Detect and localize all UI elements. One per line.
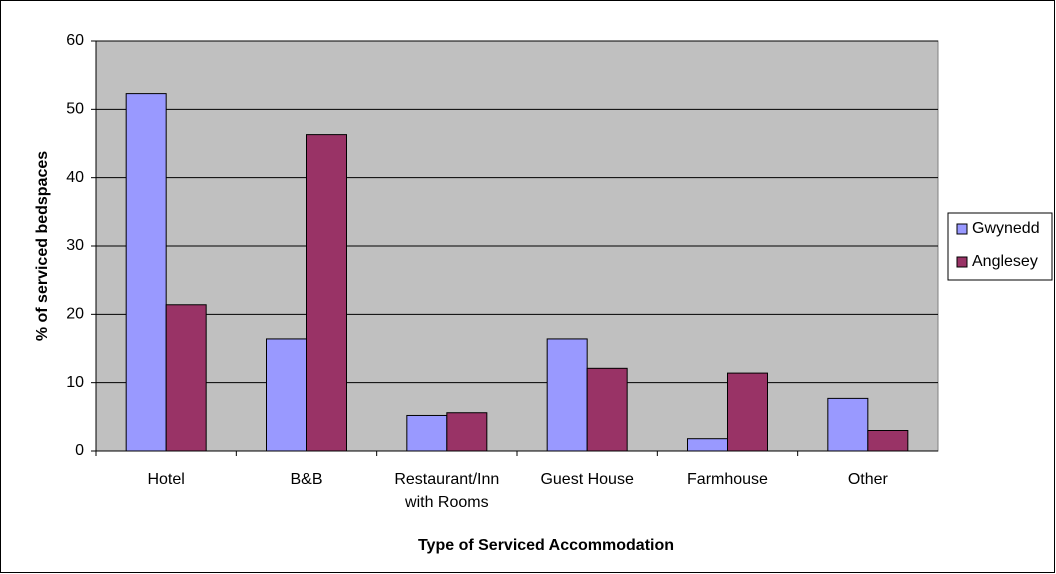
x-tick-label: Other — [847, 471, 888, 488]
bar — [687, 438, 728, 452]
y-tick-label: 0 — [75, 442, 84, 459]
bar — [306, 134, 347, 452]
bar — [125, 93, 167, 452]
legend-label: Gwynedd — [972, 220, 1040, 237]
legend-swatch — [956, 256, 968, 268]
y-tick-label: 60 — [66, 32, 84, 49]
x-tick-label: Farmhouse — [687, 471, 768, 488]
bar — [406, 414, 448, 452]
x-tick-label: Hotel — [147, 471, 185, 488]
y-axis-title: % of serviced bedspaces — [34, 151, 51, 341]
bar — [867, 430, 909, 452]
y-tick-label: 20 — [66, 306, 84, 323]
y-tick-label: 40 — [66, 169, 84, 186]
bar — [546, 338, 588, 452]
x-axis-title: Type of Serviced Accommodation — [418, 537, 674, 554]
y-tick-label: 30 — [66, 237, 84, 254]
bar — [446, 412, 488, 452]
x-tick-label: Restaurant/Inn with Rooms — [394, 471, 500, 511]
legend-label: Anglesey — [972, 253, 1038, 270]
bar — [727, 372, 768, 452]
bar — [827, 397, 869, 452]
bar — [165, 304, 207, 452]
x-tick-label: Guest House — [540, 471, 634, 488]
bar — [586, 367, 628, 452]
x-tick-label: B&B — [290, 471, 323, 488]
bar — [266, 338, 307, 452]
y-tick-label: 10 — [66, 374, 84, 391]
legend-swatch — [956, 223, 968, 235]
y-tick-label: 50 — [66, 101, 84, 118]
